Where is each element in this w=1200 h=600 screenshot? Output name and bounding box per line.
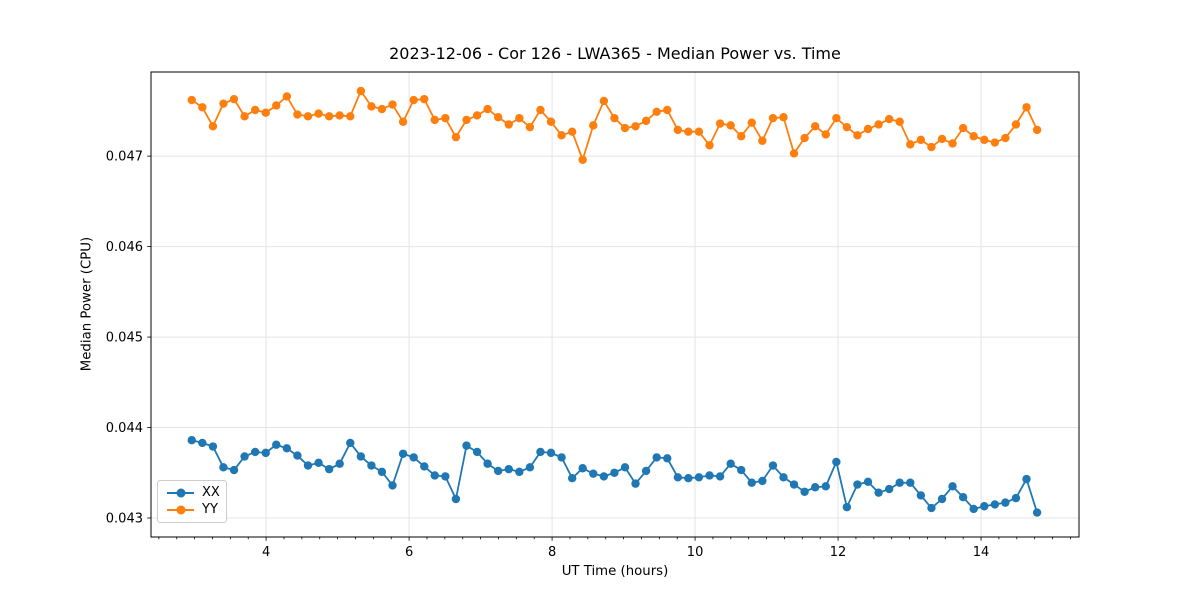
legend-item-yy: YY — [167, 502, 218, 517]
chart-title: 2023-12-06 - Cor 126 - LWA365 - Median P… — [389, 44, 841, 63]
legend-dot-yy — [176, 505, 185, 514]
x-axis-label: UT Time (hours) — [561, 564, 669, 579]
legend-label-yy: YY — [202, 502, 218, 517]
svg-text:0.045: 0.045 — [106, 331, 143, 346]
svg-text:0.044: 0.044 — [106, 421, 143, 436]
y-axis-label: Median Power (CPU) — [79, 236, 95, 372]
svg-text:14: 14 — [973, 545, 990, 560]
legend-dot-xx — [176, 488, 185, 497]
svg-text:12: 12 — [830, 545, 847, 560]
legend-item-xx: XX — [167, 485, 220, 500]
legend-line-marker-xx — [167, 488, 194, 497]
svg-text:4: 4 — [262, 545, 270, 560]
svg-text:6: 6 — [405, 545, 413, 560]
svg-text:0.047: 0.047 — [106, 150, 143, 165]
svg-text:0.046: 0.046 — [106, 240, 143, 255]
legend-line-marker-yy — [167, 505, 194, 514]
svg-text:0.043: 0.043 — [106, 512, 143, 527]
svg-text:8: 8 — [548, 545, 556, 560]
legend: XX YY — [157, 480, 227, 523]
svg-text:10: 10 — [687, 545, 704, 560]
legend-label-xx: XX — [202, 485, 220, 500]
